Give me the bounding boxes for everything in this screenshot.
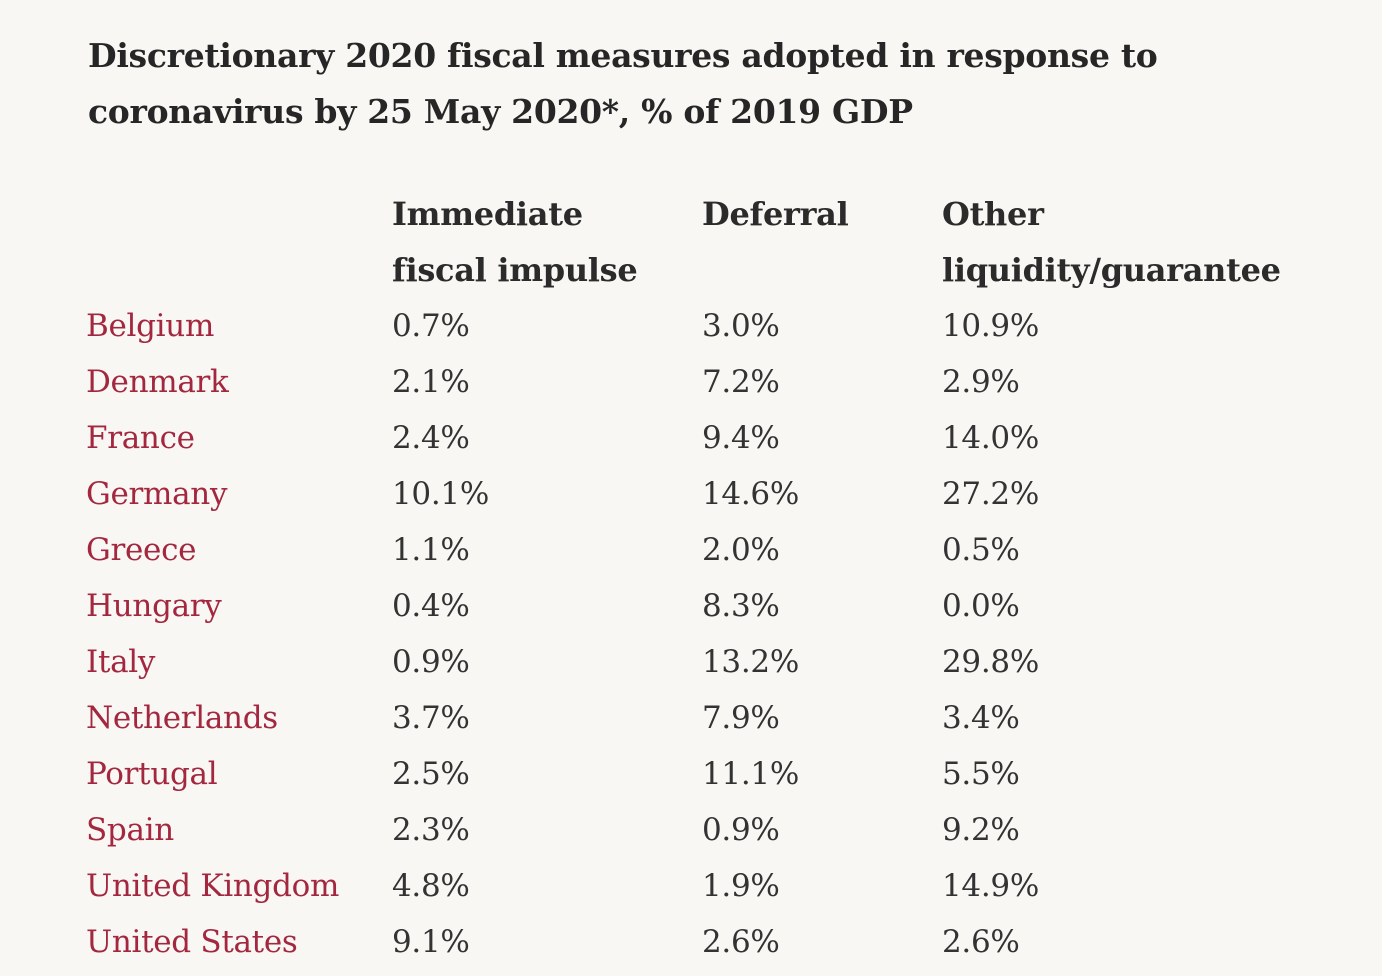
header-immediate-fiscal-impulse: Immediate fiscal impulse: [392, 195, 638, 289]
other-liquidity-guarantee-value: 5.5%: [942, 756, 1020, 792]
country-link[interactable]: Spain: [86, 812, 174, 848]
table-row: Spain 2.3% 0.9% 9.2%: [82, 802, 1358, 858]
immediate-fiscal-impulse-value: 0.4%: [392, 588, 470, 624]
country-link[interactable]: United States: [86, 924, 298, 960]
immediate-fiscal-impulse-value: 2.5%: [392, 756, 470, 792]
country-link[interactable]: Denmark: [86, 364, 229, 400]
deferral-value: 9.4%: [702, 420, 780, 456]
immediate-fiscal-impulse-value: 0.7%: [392, 308, 470, 344]
immediate-fiscal-impulse-value: 9.1%: [392, 924, 470, 960]
immediate-fiscal-impulse-value: 2.4%: [392, 420, 470, 456]
other-liquidity-guarantee-value: 9.2%: [942, 812, 1020, 848]
country-link[interactable]: France: [86, 420, 195, 456]
deferral-value: 13.2%: [702, 644, 799, 680]
deferral-value: 8.3%: [702, 588, 780, 624]
immediate-fiscal-impulse-value: 0.9%: [392, 644, 470, 680]
table-row: Germany 10.1% 14.6% 27.2%: [82, 466, 1358, 522]
other-liquidity-guarantee-value: 27.2%: [942, 476, 1039, 512]
table-row: Netherlands 3.7% 7.9% 3.4%: [82, 690, 1358, 746]
deferral-value: 14.6%: [702, 476, 799, 512]
table-row: United States 9.1% 2.6% 2.6%: [82, 914, 1358, 970]
table-row: Hungary 0.4% 8.3% 0.0%: [82, 578, 1358, 634]
immediate-fiscal-impulse-value: 1.1%: [392, 532, 470, 568]
immediate-fiscal-impulse-value: 2.3%: [392, 812, 470, 848]
header-country: [82, 186, 388, 298]
table-body: Belgium 0.7% 3.0% 10.9% Denmark 2.1% 7.2% 2.9% F…: [82, 298, 1358, 970]
country-link[interactable]: Germany: [86, 476, 228, 512]
deferral-value: 1.9%: [702, 868, 780, 904]
table-row: United Kingdom 4.8% 1.9% 14.9%: [82, 858, 1358, 914]
other-liquidity-guarantee-value: 29.8%: [942, 644, 1039, 680]
immediate-fiscal-impulse-value: 4.8%: [392, 868, 470, 904]
immediate-fiscal-impulse-value: 2.1%: [392, 364, 470, 400]
other-liquidity-guarantee-value: 2.6%: [942, 924, 1020, 960]
table-title: Discretionary 2020 fiscal measures adopt…: [88, 36, 1158, 131]
other-liquidity-guarantee-value: 14.0%: [942, 420, 1039, 456]
deferral-value: 3.0%: [702, 308, 780, 344]
table-row: Greece 1.1% 2.0% 0.5%: [82, 522, 1358, 578]
table-row: France 2.4% 9.4% 14.0%: [82, 410, 1358, 466]
immediate-fiscal-impulse-value: 3.7%: [392, 700, 470, 736]
table-row: Belgium 0.7% 3.0% 10.9%: [82, 298, 1358, 354]
other-liquidity-guarantee-value: 0.0%: [942, 588, 1020, 624]
immediate-fiscal-impulse-value: 10.1%: [392, 476, 489, 512]
country-link[interactable]: Netherlands: [86, 700, 278, 736]
other-liquidity-guarantee-value: 3.4%: [942, 700, 1020, 736]
country-link[interactable]: Portugal: [86, 756, 218, 792]
country-link[interactable]: Belgium: [86, 308, 215, 344]
header-deferral: Deferral: [702, 195, 849, 233]
fiscal-measures-table: Immediate fiscal impulse Deferral Other …: [82, 186, 1358, 970]
deferral-value: 0.9%: [702, 812, 780, 848]
deferral-value: 2.6%: [702, 924, 780, 960]
other-liquidity-guarantee-value: 14.9%: [942, 868, 1039, 904]
table-row: Portugal 2.5% 11.1% 5.5%: [82, 746, 1358, 802]
table-row: Italy 0.9% 13.2% 29.8%: [82, 634, 1358, 690]
header-row: Immediate fiscal impulse Deferral Other …: [82, 186, 1358, 298]
country-link[interactable]: United Kingdom: [86, 868, 340, 904]
header-other-liquidity-guarantee: Other liquidity/guarantee: [942, 195, 1281, 289]
country-link[interactable]: Italy: [86, 644, 156, 680]
country-link[interactable]: Hungary: [86, 588, 222, 624]
country-link[interactable]: Greece: [86, 532, 197, 568]
deferral-value: 7.9%: [702, 700, 780, 736]
deferral-value: 11.1%: [702, 756, 799, 792]
other-liquidity-guarantee-value: 10.9%: [942, 308, 1039, 344]
other-liquidity-guarantee-value: 2.9%: [942, 364, 1020, 400]
deferral-value: 7.2%: [702, 364, 780, 400]
table-row: Denmark 2.1% 7.2% 2.9%: [82, 354, 1358, 410]
other-liquidity-guarantee-value: 0.5%: [942, 532, 1020, 568]
deferral-value: 2.0%: [702, 532, 780, 568]
